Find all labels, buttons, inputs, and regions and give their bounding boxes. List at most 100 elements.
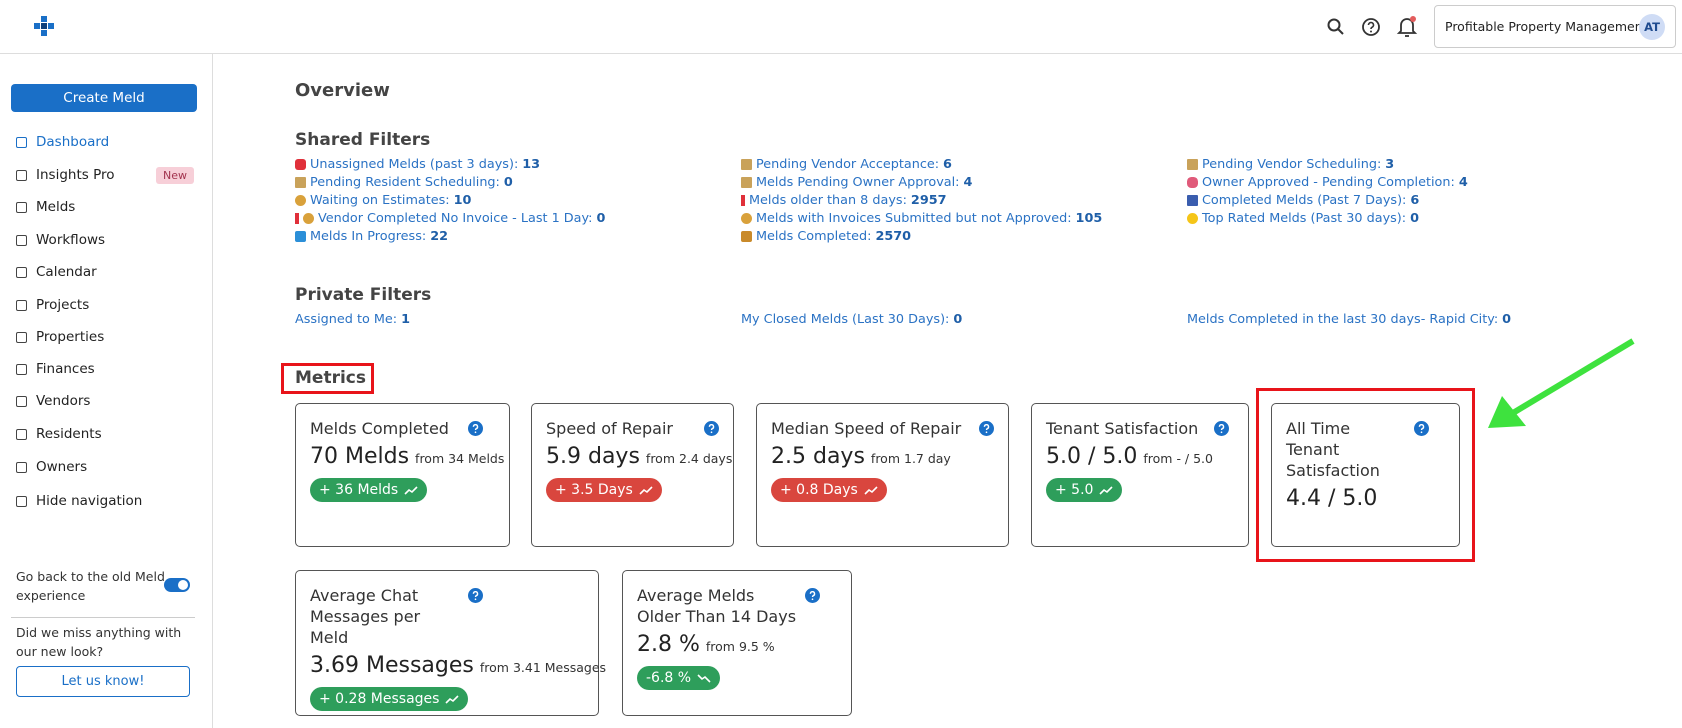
feedback-button[interactable]: Let us know! <box>16 666 190 697</box>
logo[interactable] <box>34 16 54 36</box>
filter-link[interactable]: Assigned to Me: 1 <box>295 312 410 327</box>
filter-count: 2957 <box>910 193 947 208</box>
nav-item[interactable]: Finances <box>16 361 95 377</box>
metric-card: Tenant Satisfaction 5.0 / 5.0 from - / 5.0… <box>1031 403 1249 547</box>
trend-icon <box>864 486 878 495</box>
filter-icon <box>295 213 299 224</box>
help-icon[interactable] <box>1414 421 1429 436</box>
filter-icon <box>295 231 306 242</box>
nav-item[interactable]: Owners <box>16 459 87 475</box>
filter-link[interactable]: Completed Melds (Past 7 Days): 6 <box>1187 193 1419 208</box>
toggle[interactable] <box>164 578 190 592</box>
nav-badge: New <box>156 166 194 184</box>
filter-link[interactable]: Vendor Completed No Invoice - Last 1 Day… <box>295 211 605 226</box>
filter-count: 0 <box>1502 312 1512 327</box>
metric-value-row: 2.5 days from 1.7 day <box>771 444 994 469</box>
nav-item[interactable]: Properties <box>16 329 104 345</box>
filter-link[interactable]: Melds with Invoices Submitted but not Ap… <box>741 211 1102 226</box>
help-icon[interactable] <box>805 588 820 603</box>
filter-label: Melds Completed in the last 30 days- Rap… <box>1187 312 1499 327</box>
help-icon[interactable] <box>1214 421 1229 436</box>
filter-link[interactable]: Unassigned Melds (past 3 days): 13 <box>295 157 540 172</box>
filter-count: 1 <box>401 312 410 327</box>
filter-icon <box>741 177 752 188</box>
filter-link[interactable]: Owner Approved - Pending Completion: 4 <box>1187 175 1468 190</box>
metric-value: 2.5 days <box>771 444 865 469</box>
metric-value: 5.0 / 5.0 <box>1046 444 1138 469</box>
filter-icon <box>741 195 745 206</box>
filter-link[interactable]: Pending Vendor Acceptance: 6 <box>741 157 952 172</box>
filter-count: 2570 <box>875 229 912 244</box>
nav-label: Workflows <box>36 232 106 248</box>
filter-link[interactable]: Top Rated Melds (Past 30 days): 0 <box>1187 211 1419 226</box>
filter-link[interactable]: My Closed Melds (Last 30 Days): 0 <box>741 312 962 327</box>
filter-label: Melds older than 8 days: <box>749 193 907 208</box>
change-label: + 0.8 Days <box>780 482 858 498</box>
filter-icon <box>1187 159 1198 170</box>
filter-link[interactable]: Melds In Progress: 22 <box>295 229 448 244</box>
filter-label: Pending Vendor Scheduling: <box>1202 157 1382 172</box>
nav-item[interactable]: Calendar <box>16 264 97 280</box>
trend-icon <box>1099 486 1114 495</box>
nav-item[interactable]: Residents <box>16 426 102 442</box>
help-icon[interactable] <box>468 421 483 436</box>
filter-icon <box>295 159 306 170</box>
nav-item[interactable]: Hide navigation <box>16 493 142 509</box>
avatar: AT <box>1639 14 1665 40</box>
metric-value: 70 Melds <box>310 444 410 469</box>
filter-link[interactable]: Pending Vendor Scheduling: 3 <box>1187 157 1394 172</box>
nav-item[interactable]: Insights Pro New <box>16 166 194 184</box>
metric-value: 5.9 days <box>546 444 640 469</box>
filter-icon <box>1187 177 1198 188</box>
nav-icon <box>16 363 27 375</box>
nav-icon <box>16 495 27 507</box>
help-icon[interactable] <box>468 588 483 603</box>
nav-item[interactable]: Melds <box>16 199 75 215</box>
notifications-icon[interactable] <box>1396 15 1418 37</box>
page-title: Overview <box>295 80 390 101</box>
create-meld-button[interactable]: Create Meld <box>11 84 197 112</box>
nav-item[interactable]: Dashboard <box>16 134 109 150</box>
filter-link[interactable]: Melds older than 8 days: 2957 <box>741 193 947 208</box>
filter-label: Assigned to Me: <box>295 312 398 327</box>
metric-value-row: 3.69 Messages from 3.41 Messages <box>310 653 606 678</box>
change-label: + 36 Melds <box>319 482 399 498</box>
filter-link[interactable]: Melds Pending Owner Approval: 4 <box>741 175 972 190</box>
nav-label: Melds <box>36 199 76 215</box>
filter-icon <box>741 231 752 242</box>
filter-link[interactable]: Melds Completed: 2570 <box>741 229 911 244</box>
highlight-box <box>1256 388 1475 562</box>
nav-item[interactable]: Vendors <box>16 393 90 409</box>
top-bar: Profitable Property Management AT <box>0 0 1682 54</box>
filter-count: 0 <box>1410 211 1420 226</box>
filter-label: Pending Vendor Acceptance: <box>756 157 940 172</box>
feedback-text: Did we miss anything with our new look? <box>16 625 182 659</box>
metric-from: from 2.4 days <box>645 451 733 466</box>
filter-icon <box>741 213 752 224</box>
filter-link[interactable]: Melds Completed in the last 30 days- Rap… <box>1187 312 1511 327</box>
metric-value-row: 5.0 / 5.0 from - / 5.0 <box>1046 444 1234 469</box>
nav-item[interactable]: Projects <box>16 297 89 313</box>
metric-card: Average Chat Messages per Meld 3.69 Messa… <box>295 570 606 716</box>
filter-icon <box>295 195 306 206</box>
help-icon[interactable] <box>1361 17 1381 37</box>
filter-count: 0 <box>596 211 606 226</box>
sidebar: Create Meld Go back to the old Meld expe… <box>0 54 213 728</box>
org-switcher[interactable]: Profitable Property Management AT <box>1434 5 1676 48</box>
section-title: Private Filters <box>295 285 432 305</box>
filter-icon <box>303 213 314 224</box>
help-icon[interactable] <box>704 421 719 436</box>
org-name: Profitable Property Management <box>1445 19 1648 34</box>
metric-title: Median Speed of Repair <box>771 419 962 438</box>
metric-card: Median Speed of Repair 2.5 days from 1.7 d… <box>756 403 1009 547</box>
filter-link[interactable]: Waiting on Estimates: 10 <box>295 193 471 208</box>
metric-title-row: Average Chat Messages per Meld <box>310 585 584 648</box>
filter-count: 13 <box>522 157 541 172</box>
help-icon[interactable] <box>979 421 994 436</box>
filter-link[interactable]: Pending Resident Scheduling: 0 <box>295 175 513 190</box>
search-icon[interactable] <box>1326 17 1346 37</box>
filter-count: 4 <box>1458 175 1468 190</box>
nav-item[interactable]: Workflows <box>16 232 105 248</box>
nav-icon <box>16 461 27 473</box>
